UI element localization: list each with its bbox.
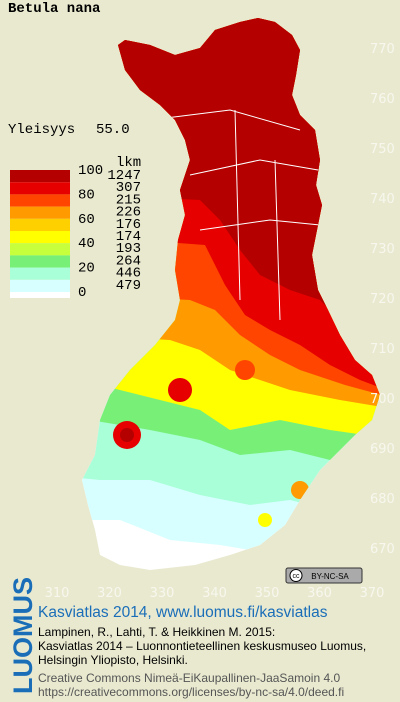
y-coordinate: 680 xyxy=(370,492,395,507)
license-line: Creative Commons Nimeä-EiKaupallinen-Jaa… xyxy=(38,671,340,685)
frequency-label: Yleisyys xyxy=(8,122,75,138)
citation-line: Lampinen, R., Lahti, T. & Heikkinen M. 2… xyxy=(38,625,275,639)
license-line: https://creativecommons.org/licenses/by-… xyxy=(38,685,344,699)
legend-swatch xyxy=(10,267,70,280)
distribution-map xyxy=(82,18,380,570)
legend-count: 226 xyxy=(116,205,141,221)
legend-count: 264 xyxy=(116,253,141,269)
citation-line: Helsingin Yliopisto, Helsinki. xyxy=(38,653,188,667)
badge-text: BY-NC-SA xyxy=(311,572,349,581)
legend-class: 20 xyxy=(78,261,95,277)
y-coordinate: 740 xyxy=(370,192,395,207)
x-coordinate: 360 xyxy=(307,586,332,601)
legend-swatch xyxy=(10,194,70,207)
legend-count: 174 xyxy=(116,229,141,245)
legend-count: 215 xyxy=(116,192,141,208)
legend-class: 40 xyxy=(78,236,95,252)
y-coordinate: 760 xyxy=(370,92,395,107)
legend-count: 446 xyxy=(116,266,141,282)
legend-count: 1247 xyxy=(107,168,141,184)
x-coordinate: 350 xyxy=(255,586,280,601)
y-coordinate: 670 xyxy=(370,542,395,557)
legend-class: 100 xyxy=(78,163,103,179)
legend-swatch xyxy=(10,279,70,292)
cc-badge: cc BY-NC-SA xyxy=(285,567,363,584)
citation-line: Kasviatlas 2014 – Luonnontieteellinen ke… xyxy=(38,639,366,653)
svg-text:cc: cc xyxy=(293,573,301,580)
legend-swatch xyxy=(10,218,70,231)
x-coordinate: 370 xyxy=(360,586,385,601)
legend-swatch xyxy=(10,206,70,219)
x-coordinate: 330 xyxy=(150,586,175,601)
count-header: lkm xyxy=(116,155,141,171)
legend-count: 193 xyxy=(116,241,141,257)
x-coordinate: 310 xyxy=(45,586,70,601)
legend-swatch xyxy=(10,231,70,244)
x-coordinate: 320 xyxy=(97,586,122,601)
legend-count: 176 xyxy=(116,217,141,233)
y-coordinate: 700 xyxy=(370,392,395,407)
legend-swatch xyxy=(10,243,70,256)
legend-count: 307 xyxy=(116,180,141,196)
legend-swatch xyxy=(10,292,70,298)
y-coordinate: 750 xyxy=(370,142,395,157)
y-coordinate: 720 xyxy=(370,292,395,307)
legend-count: 479 xyxy=(116,278,141,294)
y-coordinate: 770 xyxy=(370,42,395,57)
y-coordinate: 730 xyxy=(370,242,395,257)
frequency-value: 55.0 xyxy=(96,122,130,138)
y-coordinate: 690 xyxy=(370,442,395,457)
headline: Kasviatlas 2014, www.luomus.fi/kasviatla… xyxy=(38,604,328,621)
x-coordinate: 340 xyxy=(202,586,227,601)
y-coordinate: 710 xyxy=(370,342,395,357)
legend-class: 0 xyxy=(78,285,86,301)
legend-swatch xyxy=(10,182,70,195)
species-title: Betula nana xyxy=(8,1,101,17)
legend-class: 80 xyxy=(78,187,95,203)
legend-swatch xyxy=(10,170,70,183)
brand: LUOMUS xyxy=(8,577,38,694)
legend-class: 60 xyxy=(78,212,95,228)
legend-swatch xyxy=(10,255,70,268)
